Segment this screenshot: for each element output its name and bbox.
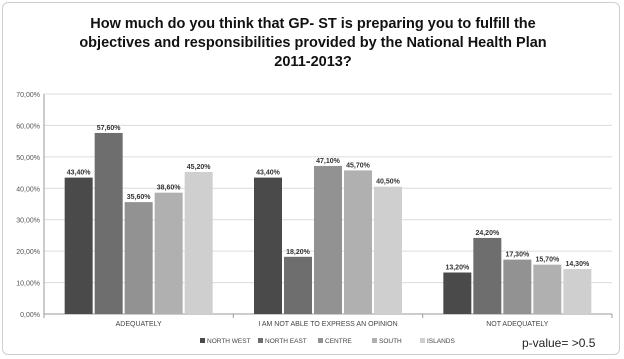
bar-0-3 (154, 192, 183, 314)
bar-2-0 (443, 272, 472, 314)
chart-title-line-1: How much do you think that GP- ST is pre… (90, 16, 536, 32)
bar-value-label: 45,70% (346, 162, 371, 169)
legend-swatch (318, 338, 323, 343)
legend-label: NORTH WEST (207, 338, 251, 345)
y-tick-label: 60,00% (16, 123, 40, 130)
chart-title-line-2: objectives and responsibilities provided… (79, 35, 547, 51)
bar-2-1 (473, 237, 502, 314)
bar-2-3 (533, 264, 562, 314)
y-tick-label: 70,00% (16, 92, 40, 99)
legend-swatch (258, 338, 263, 343)
y-tick-label: 20,00% (16, 249, 40, 256)
legend-label: NORTH EAST (265, 338, 307, 345)
legend-swatch (200, 338, 205, 343)
x-category-label: I AM NOT ABLE TO EXPRESS AN OPINION (258, 321, 397, 328)
y-tick-label: 0,00% (20, 312, 40, 319)
legend-label: ISLANDS (427, 338, 455, 345)
bar-value-label: 24,20% (475, 230, 500, 237)
p-value-annotation: p-value= >0.5 (522, 336, 596, 350)
bar-value-label: 40,50% (376, 179, 401, 186)
bar-1-3 (344, 170, 372, 314)
bar-0-0 (64, 177, 93, 314)
bar-1-4 (374, 186, 402, 314)
chart-title: How much do you think that GP- ST is pre… (43, 15, 583, 72)
bar-value-label: 43,40% (256, 170, 281, 177)
bar-0-4 (184, 171, 213, 314)
bar-1-2 (314, 165, 342, 314)
bar-0-2 (124, 202, 153, 314)
bar-0-1 (94, 132, 123, 314)
y-tick-label: 40,00% (16, 186, 40, 193)
legend-swatch (420, 338, 425, 343)
bar-value-label: 35,60% (127, 194, 152, 201)
x-category-label: NOT ADEQUATELY (486, 321, 549, 328)
legend-label: SOUTH (379, 338, 402, 345)
bar-value-label: 15,70% (535, 257, 560, 264)
bar-value-label: 17,30% (505, 252, 530, 259)
bar-value-label: 57,60% (97, 125, 122, 132)
bar-2-2 (503, 259, 532, 314)
bar-1-1 (284, 256, 312, 314)
bar-value-label: 43,40% (67, 170, 92, 177)
legend-label: CENTRE (325, 338, 352, 345)
y-tick-label: 10,00% (16, 281, 40, 288)
y-tick-label: 50,00% (16, 155, 40, 162)
bar-value-label: 45,20% (187, 164, 212, 171)
x-category-label: ADEQUATELY (116, 321, 162, 328)
bar-2-4 (563, 269, 592, 314)
bar-value-label: 38,60% (157, 185, 182, 192)
chart-title-line-3: 2011-2013? (274, 54, 352, 70)
y-tick-label: 30,00% (16, 218, 40, 225)
bar-value-label: 47,10% (316, 158, 341, 165)
bar-value-label: 14,30% (565, 261, 590, 268)
bar-1-0 (254, 177, 282, 314)
legend-swatch (372, 338, 377, 343)
bar-value-label: 18,20% (286, 249, 311, 256)
bar-value-label: 13,20% (445, 265, 470, 272)
